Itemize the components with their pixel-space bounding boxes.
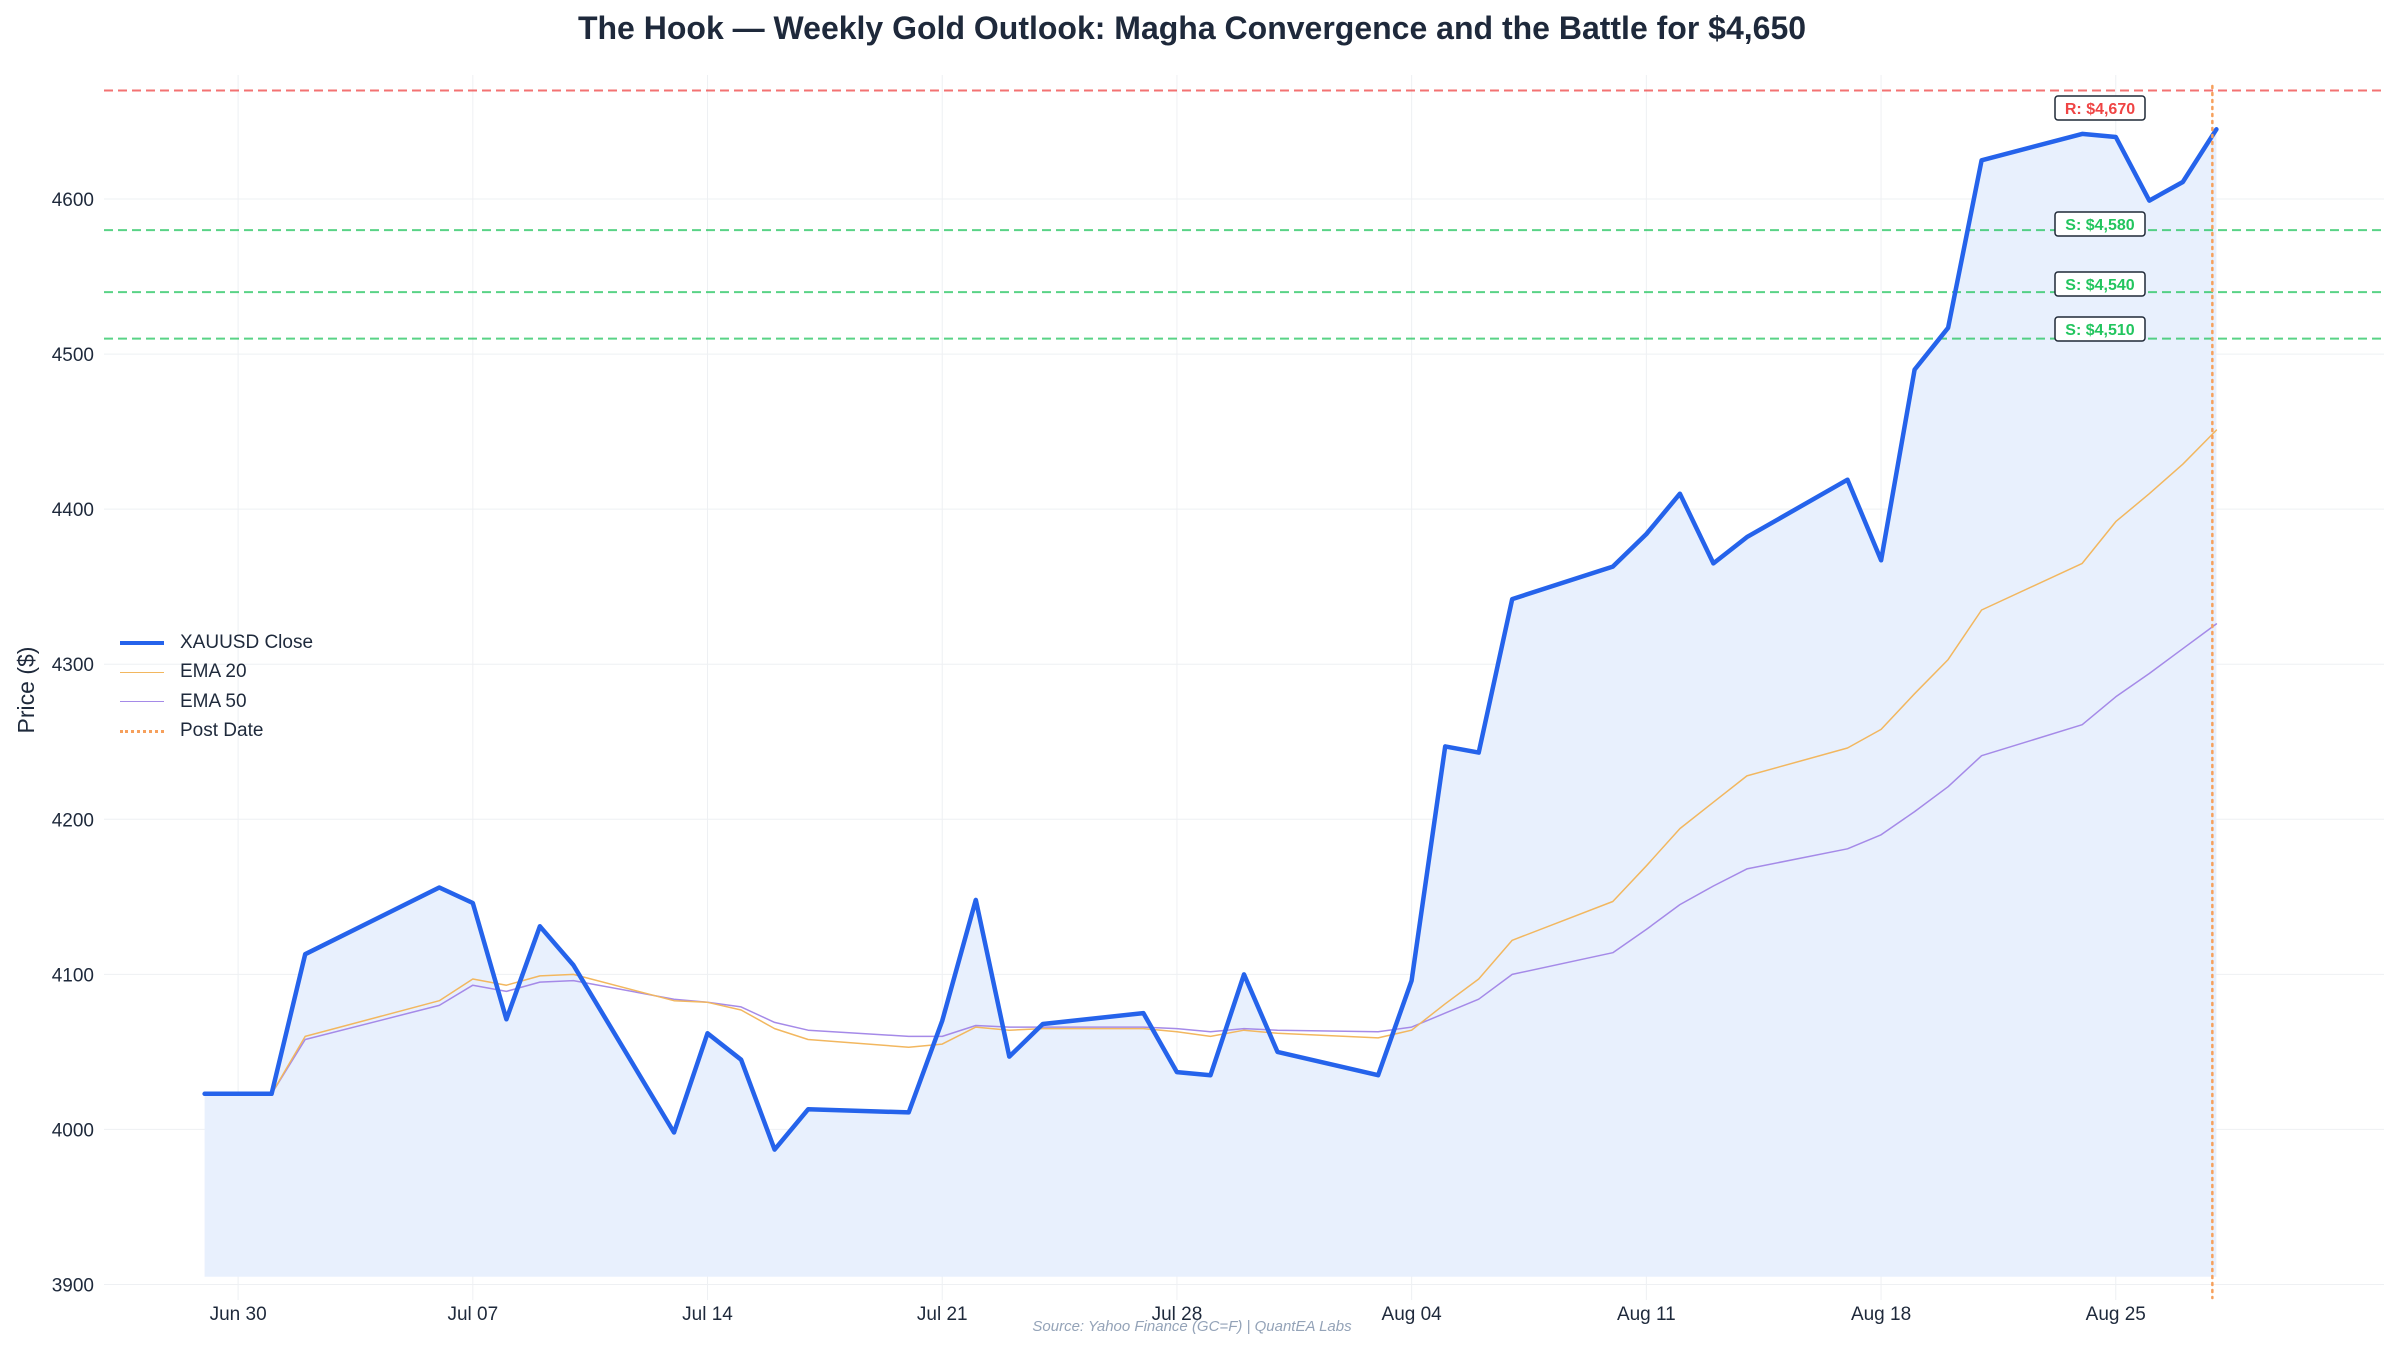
x-tick-label: Jun 30: [210, 1304, 267, 1325]
x-tick-label: Jul 28: [1152, 1304, 1203, 1325]
x-tick-label: Jul 14: [682, 1304, 733, 1325]
y-tick-label: 4500: [52, 345, 94, 366]
level-labels: R: $4,670 S: $4,580 S: $4,540 S: $4,510: [2054, 95, 2146, 342]
close-fill-area: [204, 129, 2217, 1277]
support-label: S: $4,540: [2065, 277, 2134, 294]
resistance-label-box: [2054, 95, 2146, 121]
resistance-label: R: $4,670: [2065, 101, 2135, 118]
series-line-ema-20: [203, 429, 2218, 1095]
legend-item-post-date: Post Date: [120, 717, 313, 747]
y-tick-label: 4100: [52, 965, 94, 986]
y-tick-label: 4300: [52, 655, 94, 676]
support-label: S: $4,580: [2065, 217, 2134, 234]
source-note: Source: Yahoo Finance (GC=F) | QuantEA L…: [1032, 1318, 1352, 1335]
y-tick-label: 4200: [52, 810, 94, 831]
series-lines: [202, 127, 2219, 1152]
x-tick-label: Jul 07: [447, 1304, 498, 1325]
y-axis-label: Price ($): [13, 647, 39, 734]
y-tick-label: 4000: [52, 1120, 94, 1141]
support-label-box: [2054, 211, 2146, 237]
close-fill: [204, 129, 2217, 1277]
y-tick-label: 3900: [52, 1275, 94, 1296]
series-line-xauusd-close: [202, 127, 2219, 1152]
x-tick-label: Aug 11: [1617, 1304, 1676, 1325]
legend-item-close: XAUUSD Close: [120, 628, 313, 658]
legend-label-post-date: Post Date: [180, 720, 264, 742]
legend-label-ema50: EMA 50: [180, 690, 247, 712]
legend-swatch-post-date: [120, 729, 164, 733]
x-tick-label: Aug 25: [2086, 1304, 2146, 1325]
support-label: S: $4,510: [2065, 322, 2134, 339]
legend-swatch-ema20: [120, 671, 164, 673]
axes: 3900 4000 4100 4200 4300 4400 4500 4600 Jun 30 Ju…: [13, 190, 2146, 1325]
legend-label-ema20: EMA 20: [180, 661, 247, 683]
support-label-box: [2054, 316, 2146, 342]
y-tick-label: 4600: [52, 190, 94, 211]
chart-title: The Hook — Weekly Gold Outlook: Magha Co…: [577, 10, 1807, 46]
legend-swatch-close: [120, 640, 164, 645]
x-tick-label: Aug 18: [1851, 1304, 1911, 1325]
legend: XAUUSD Close EMA 20 EMA 50 Post Date: [120, 628, 313, 746]
legend-label-close: XAUUSD Close: [180, 631, 314, 653]
legend-swatch-ema50: [120, 701, 164, 703]
support-label-box: [2054, 271, 2146, 297]
legend-item-ema20: EMA 20: [120, 658, 313, 688]
legend-item-ema50: EMA 50: [120, 687, 313, 717]
y-tick-label: 4400: [52, 500, 94, 521]
x-tick-label: Jul 21: [917, 1304, 968, 1325]
price-levels: [104, 89, 2384, 340]
x-tick-label: Aug 04: [1382, 1304, 1443, 1325]
